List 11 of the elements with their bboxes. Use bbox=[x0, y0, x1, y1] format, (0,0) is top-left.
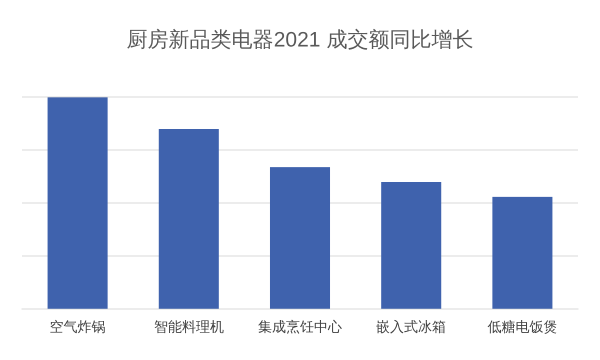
bar bbox=[381, 182, 442, 309]
chart-title: 厨房新品类电器2021 成交额同比增长 bbox=[126, 28, 474, 52]
x-tick-label: 低糖电饭煲 bbox=[487, 318, 558, 334]
bar bbox=[270, 167, 330, 309]
x-tick-label: 智能料理机 bbox=[154, 318, 224, 334]
bar bbox=[158, 129, 219, 309]
x-tick-label: 空气炸锅 bbox=[50, 318, 106, 334]
bar bbox=[492, 196, 552, 309]
x-tick-label: 嵌入式冰箱 bbox=[376, 318, 446, 334]
bar bbox=[48, 97, 108, 309]
x-tick-label: 集成烹饪中心 bbox=[258, 318, 342, 334]
